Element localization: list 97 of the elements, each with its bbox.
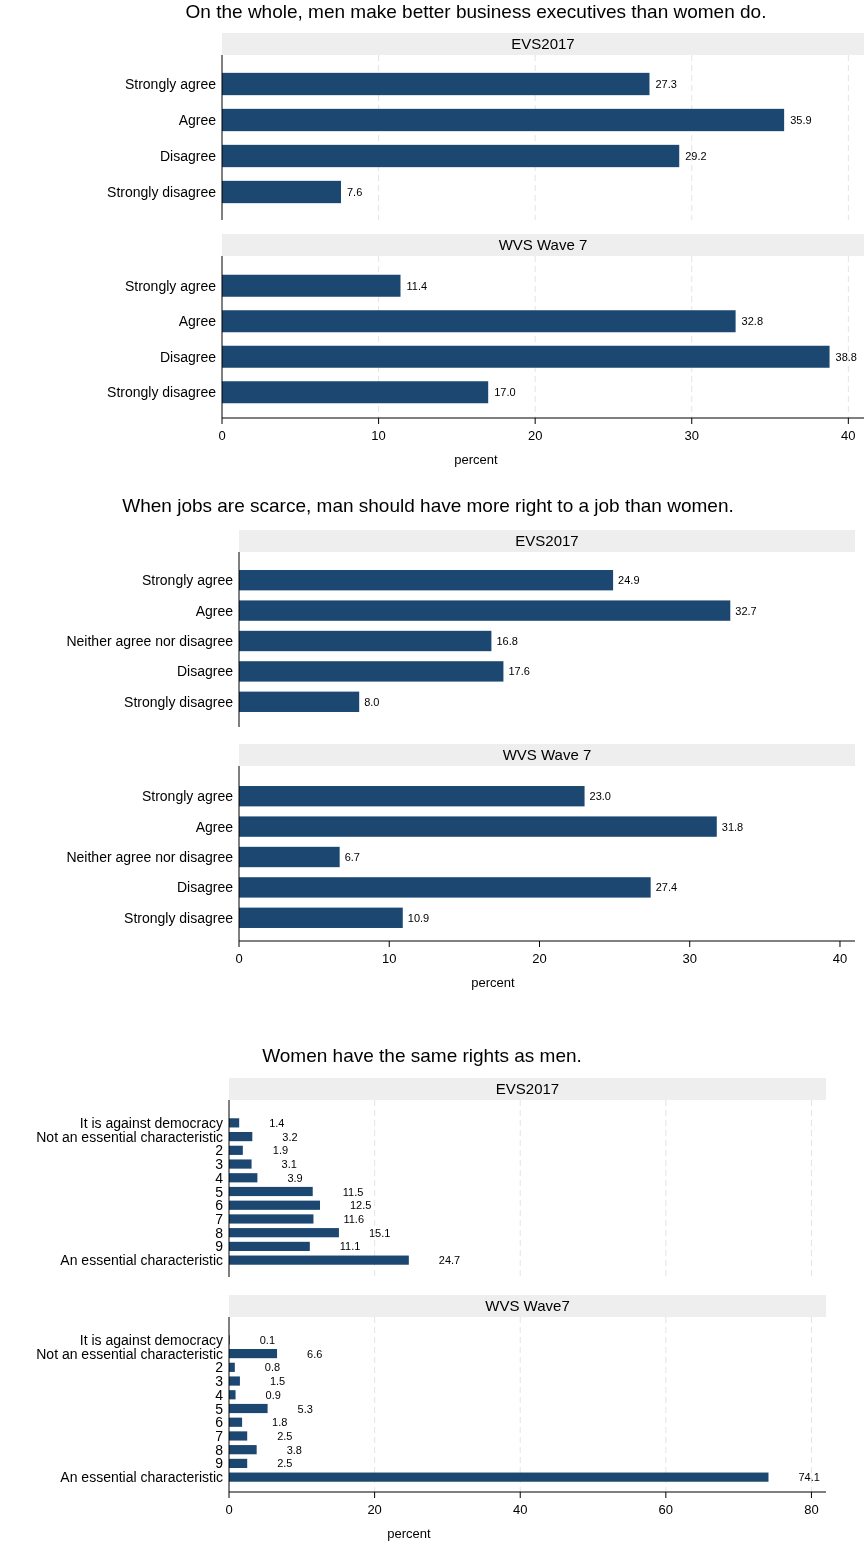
chart-subtitle: EVS2017 bbox=[495, 1080, 560, 1097]
chart-subtitle: WVS Wave7 bbox=[485, 1297, 570, 1314]
y-tick-label: 8 bbox=[215, 1224, 224, 1241]
chart-title: When jobs are scarce, man should have more right to a job than women. bbox=[122, 495, 734, 516]
data-label: 11.1 bbox=[339, 1240, 361, 1253]
data-label: 0.8 bbox=[264, 1361, 281, 1374]
y-tick-label: Neither agree nor disagree bbox=[66, 849, 234, 865]
data-label: 3.9 bbox=[287, 1171, 303, 1184]
data-label: 5.3 bbox=[297, 1402, 313, 1415]
data-label: 11.4 bbox=[406, 279, 428, 292]
y-tick-label: Strongly disagree bbox=[107, 184, 217, 200]
x-tick-label: 30 bbox=[682, 951, 697, 966]
data-label: 0.9 bbox=[265, 1388, 281, 1401]
data-label: 35.9 bbox=[790, 114, 812, 126]
data-label: 12.5 bbox=[350, 1199, 372, 1212]
data-label: 16.8 bbox=[496, 635, 518, 647]
x-tick-label: 0 bbox=[235, 951, 243, 966]
data-label: 74.1 bbox=[798, 1471, 820, 1484]
y-tick-label: Disagree bbox=[176, 663, 234, 680]
x-tick-label: 10 bbox=[382, 951, 397, 966]
y-tick-label: Disagree bbox=[159, 348, 217, 365]
y-tick-label: Strongly agree bbox=[124, 76, 217, 92]
data-label: 32.8 bbox=[741, 315, 764, 328]
x-tick-label: 0 bbox=[218, 428, 226, 443]
y-tick-label: Agree bbox=[178, 112, 217, 128]
y-tick-label: It is against democracy bbox=[79, 1331, 223, 1348]
y-tick-label: Strongly disagree bbox=[107, 384, 217, 401]
data-label: 0.1 bbox=[259, 1333, 276, 1346]
x-tick-label: 40 bbox=[512, 1502, 528, 1517]
x-tick-label: 60 bbox=[658, 1502, 674, 1517]
x-tick-label: 0 bbox=[225, 1502, 233, 1517]
x-tick-label: 20 bbox=[367, 1502, 382, 1517]
data-label: 17.0 bbox=[494, 386, 516, 399]
y-tick-label: 2 bbox=[215, 1359, 224, 1376]
data-label: 2.5 bbox=[277, 1429, 293, 1442]
x-tick-label: 10 bbox=[371, 428, 386, 443]
data-label: 29.2 bbox=[685, 150, 707, 162]
data-label: 32.7 bbox=[735, 604, 757, 617]
y-tick-label: 2 bbox=[215, 1142, 224, 1159]
data-label: 31.8 bbox=[721, 820, 744, 833]
data-label: 1.4 bbox=[269, 1116, 285, 1129]
y-tick-label: 9 bbox=[215, 1455, 224, 1472]
y-tick-label: Disagree bbox=[159, 148, 217, 164]
y-tick-label: Agree bbox=[178, 313, 217, 330]
data-label: 17.6 bbox=[508, 665, 530, 678]
y-tick-label: 5 bbox=[215, 1183, 224, 1200]
y-tick-label: An essential characteristic bbox=[60, 1252, 223, 1269]
data-label: 11.6 bbox=[343, 1212, 365, 1225]
y-tick-label: Disagree bbox=[176, 879, 234, 896]
x-axis-title: percent bbox=[387, 1526, 432, 1541]
chart-title: Women have the same rights as men. bbox=[262, 1045, 582, 1066]
y-tick-label: Strongly agree bbox=[141, 788, 234, 805]
x-tick-label: 40 bbox=[841, 428, 856, 443]
y-tick-label: Strongly agree bbox=[141, 572, 234, 589]
data-label: 27.4 bbox=[655, 881, 678, 894]
y-tick-label: Agree bbox=[195, 602, 234, 619]
data-label: 8.0 bbox=[364, 695, 380, 708]
chart-title: On the whole, men make better business executives than women do. bbox=[185, 1, 767, 22]
data-label: 24.7 bbox=[438, 1254, 461, 1267]
y-tick-label: Neither agree nor disagree bbox=[66, 633, 234, 649]
y-tick-label: 9 bbox=[215, 1238, 224, 1255]
y-tick-label: An essential characteristic bbox=[60, 1469, 223, 1486]
y-tick-label: Strongly disagree bbox=[124, 909, 234, 926]
y-tick-label: It is against democracy bbox=[79, 1114, 223, 1131]
data-label: 38.8 bbox=[835, 350, 857, 363]
x-tick-label: 80 bbox=[804, 1502, 819, 1517]
chart-subtitle: EVS2017 bbox=[515, 532, 579, 549]
data-label: 1.8 bbox=[272, 1416, 288, 1429]
x-tick-label: 20 bbox=[532, 951, 547, 966]
data-label: 6.7 bbox=[344, 851, 360, 863]
data-label: 10.9 bbox=[407, 911, 430, 924]
x-tick-label: 40 bbox=[832, 951, 848, 966]
x-tick-label: 30 bbox=[684, 428, 699, 443]
x-tick-label: 20 bbox=[527, 428, 543, 443]
chart-subtitle: WVS Wave 7 bbox=[502, 746, 592, 763]
y-tick-label: 8 bbox=[215, 1441, 224, 1458]
data-label: 1.5 bbox=[269, 1375, 286, 1388]
data-label: 11.5 bbox=[342, 1185, 364, 1198]
data-label: 2.5 bbox=[277, 1457, 293, 1470]
data-label: 24.9 bbox=[618, 574, 640, 587]
data-label: 23.0 bbox=[589, 790, 611, 803]
y-tick-label: Strongly disagree bbox=[124, 693, 234, 710]
data-label: 3.2 bbox=[282, 1130, 298, 1143]
chart-subtitle: WVS Wave 7 bbox=[498, 236, 588, 253]
data-label: 15.1 bbox=[368, 1226, 391, 1239]
x-axis-title: percent bbox=[454, 452, 499, 467]
data-label: 3.8 bbox=[286, 1443, 302, 1456]
data-label: 27.3 bbox=[655, 78, 677, 90]
y-tick-label: 5 bbox=[215, 1400, 224, 1417]
x-axis-title: percent bbox=[471, 975, 516, 990]
data-label: 3.1 bbox=[281, 1158, 297, 1171]
chart-subtitle: EVS2017 bbox=[511, 35, 575, 52]
y-tick-label: Agree bbox=[195, 818, 234, 835]
data-label: 1.9 bbox=[272, 1144, 289, 1157]
data-label: 6.6 bbox=[307, 1347, 323, 1360]
data-label: 7.6 bbox=[347, 186, 363, 198]
y-tick-label: Strongly agree bbox=[124, 277, 217, 294]
